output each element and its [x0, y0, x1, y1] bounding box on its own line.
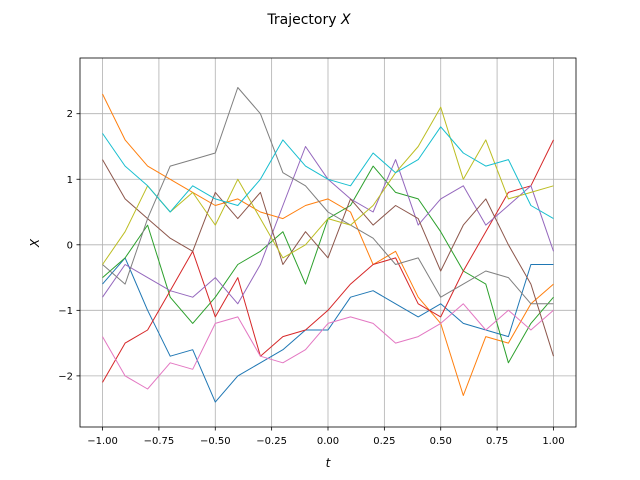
x-tick-label: 0.50	[430, 436, 452, 447]
y-tick-label: −2	[58, 371, 73, 382]
x-tick-label: −1.00	[87, 436, 118, 447]
series-line-4	[102, 139, 554, 383]
chart-title-variable: X	[340, 12, 351, 28]
y-tick-label: 2	[67, 109, 73, 120]
x-tick-label: 0.00	[317, 436, 339, 447]
x-tick-label: 1.00	[542, 436, 564, 447]
chart-title-text: Trajectory	[266, 12, 336, 28]
series-lines	[102, 87, 554, 403]
series-line-10	[102, 126, 554, 220]
y-tick-label: 1	[67, 175, 73, 186]
series-line-8	[102, 87, 554, 305]
series-line-6	[102, 159, 554, 357]
series-line-2	[102, 93, 554, 396]
x-axis-label: t	[326, 456, 332, 470]
chart-title: Trajectory X	[266, 12, 351, 28]
x-tick-label: 0.75	[486, 436, 508, 447]
x-tick-label: −0.75	[144, 436, 175, 447]
y-axis-label: X	[28, 238, 42, 248]
x-tick-label: 0.25	[373, 436, 395, 447]
series-line-1	[102, 257, 554, 403]
y-tick-label: −1	[58, 306, 73, 317]
series-line-7	[102, 303, 554, 390]
x-tick-label: −0.50	[200, 436, 231, 447]
grid	[80, 58, 576, 427]
x-tick-label: −0.25	[256, 436, 287, 447]
axis-ticks: −1.00 −0.75 −0.50 −0.25 0.00 0.25 0.50 0.75 1.00…	[58, 109, 564, 447]
y-tick-label: 0	[67, 240, 73, 251]
series-line-9	[102, 106, 554, 265]
